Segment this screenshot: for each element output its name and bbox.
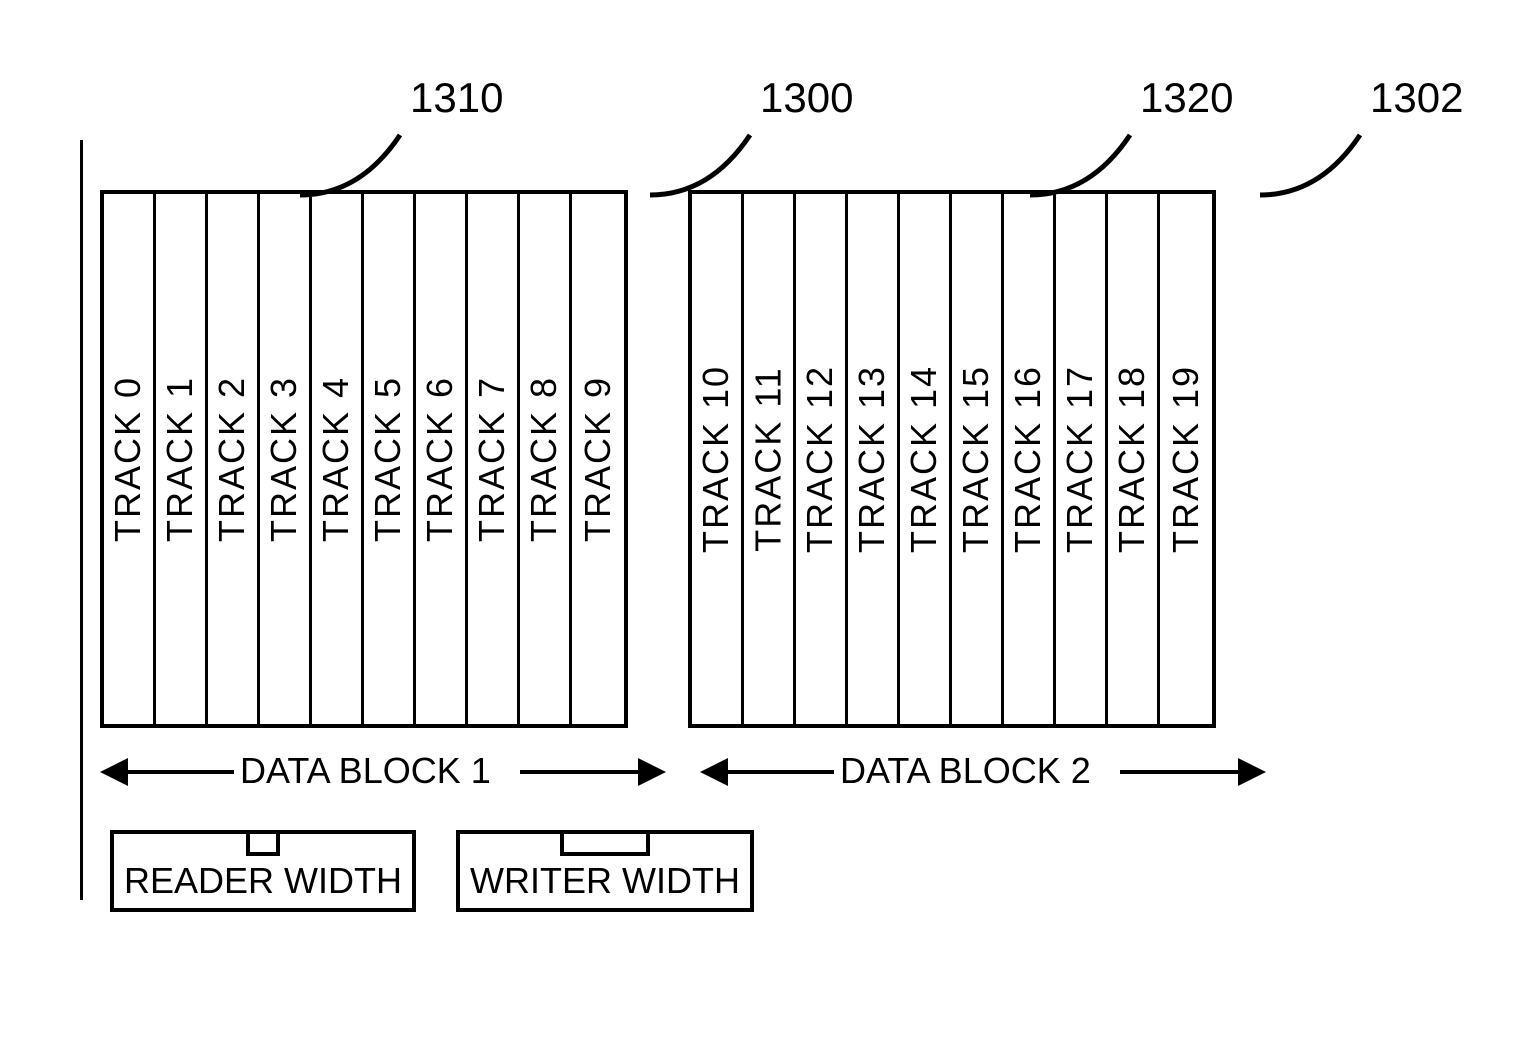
block-1-label: DATA BLOCK 1 — [240, 750, 491, 792]
track-cell: TRACK 17 — [1056, 194, 1108, 724]
reader-width-label: READER WIDTH — [124, 860, 402, 902]
writer-notch — [560, 830, 650, 856]
track-label: TRACK 14 — [904, 365, 946, 553]
track-cell: TRACK 2 — [208, 194, 260, 724]
callout-label-1300: 1300 — [760, 74, 853, 122]
blocks-row: TRACK 0 TRACK 1 TRACK 2 TRACK 3 TRACK 4 … — [100, 190, 1216, 728]
reader-width-box: READER WIDTH — [110, 830, 416, 912]
track-cell: TRACK 5 — [364, 194, 416, 724]
track-label: TRACK 7 — [472, 376, 514, 542]
writer-width-label: WRITER WIDTH — [470, 860, 740, 902]
track-label: TRACK 10 — [696, 365, 738, 553]
track-label: TRACK 17 — [1060, 365, 1102, 553]
track-label: TRACK 19 — [1165, 365, 1207, 553]
block-2-label: DATA BLOCK 2 — [840, 750, 1091, 792]
track-label: TRACK 4 — [316, 376, 358, 542]
callout-label-1302: 1302 — [1370, 74, 1463, 122]
track-cell: TRACK 3 — [260, 194, 312, 724]
block-label-row: DATA BLOCK 1 DATA BLOCK 2 — [100, 750, 1480, 810]
writer-width-box: WRITER WIDTH — [456, 830, 754, 912]
track-cell: TRACK 13 — [848, 194, 900, 724]
track-label: TRACK 2 — [212, 376, 254, 542]
track-label: TRACK 16 — [1008, 365, 1050, 553]
track-label: TRACK 11 — [748, 366, 790, 551]
track-cell: TRACK 6 — [416, 194, 468, 724]
track-label: TRACK 1 — [160, 376, 202, 542]
leader-1302 — [1260, 130, 1410, 200]
arrow-right-icon — [1238, 758, 1266, 786]
track-cell: TRACK 14 — [900, 194, 952, 724]
track-cell: TRACK 9 — [572, 194, 624, 724]
track-cell: TRACK 0 — [104, 194, 156, 724]
track-cell: TRACK 4 — [312, 194, 364, 724]
frame-left-line — [80, 140, 83, 900]
track-cell: TRACK 7 — [468, 194, 520, 724]
callout-label-1310: 1310 — [410, 74, 503, 122]
track-label: TRACK 8 — [524, 376, 566, 542]
track-cell: TRACK 12 — [796, 194, 848, 724]
track-label: TRACK 5 — [368, 376, 410, 542]
track-cell: TRACK 16 — [1004, 194, 1056, 724]
track-label: TRACK 9 — [577, 376, 619, 542]
data-block-1: TRACK 0 TRACK 1 TRACK 2 TRACK 3 TRACK 4 … — [100, 190, 628, 728]
arrow-right-icon — [638, 758, 666, 786]
arrow-line — [124, 770, 234, 774]
data-block-2: TRACK 10 TRACK 11 TRACK 12 TRACK 13 TRAC… — [688, 190, 1216, 728]
track-cell: TRACK 18 — [1108, 194, 1160, 724]
track-cell: TRACK 15 — [952, 194, 1004, 724]
width-row: READER WIDTH WRITER WIDTH — [110, 830, 754, 912]
track-cell: TRACK 8 — [520, 194, 572, 724]
track-label: TRACK 13 — [852, 365, 894, 553]
track-label: TRACK 0 — [108, 376, 150, 542]
track-cell: TRACK 10 — [692, 194, 744, 724]
reader-notch — [246, 830, 280, 856]
track-label: TRACK 6 — [420, 376, 462, 542]
track-cell: TRACK 11 — [744, 194, 796, 724]
track-label: TRACK 18 — [1112, 365, 1154, 553]
track-label: TRACK 3 — [264, 376, 306, 542]
arrow-line — [724, 770, 834, 774]
callout-label-1320: 1320 — [1140, 74, 1233, 122]
track-cell: TRACK 1 — [156, 194, 208, 724]
track-label: TRACK 15 — [956, 365, 998, 553]
track-cell: TRACK 19 — [1160, 194, 1212, 724]
arrow-line — [520, 770, 640, 774]
track-label: TRACK 12 — [800, 365, 842, 553]
arrow-line — [1120, 770, 1240, 774]
